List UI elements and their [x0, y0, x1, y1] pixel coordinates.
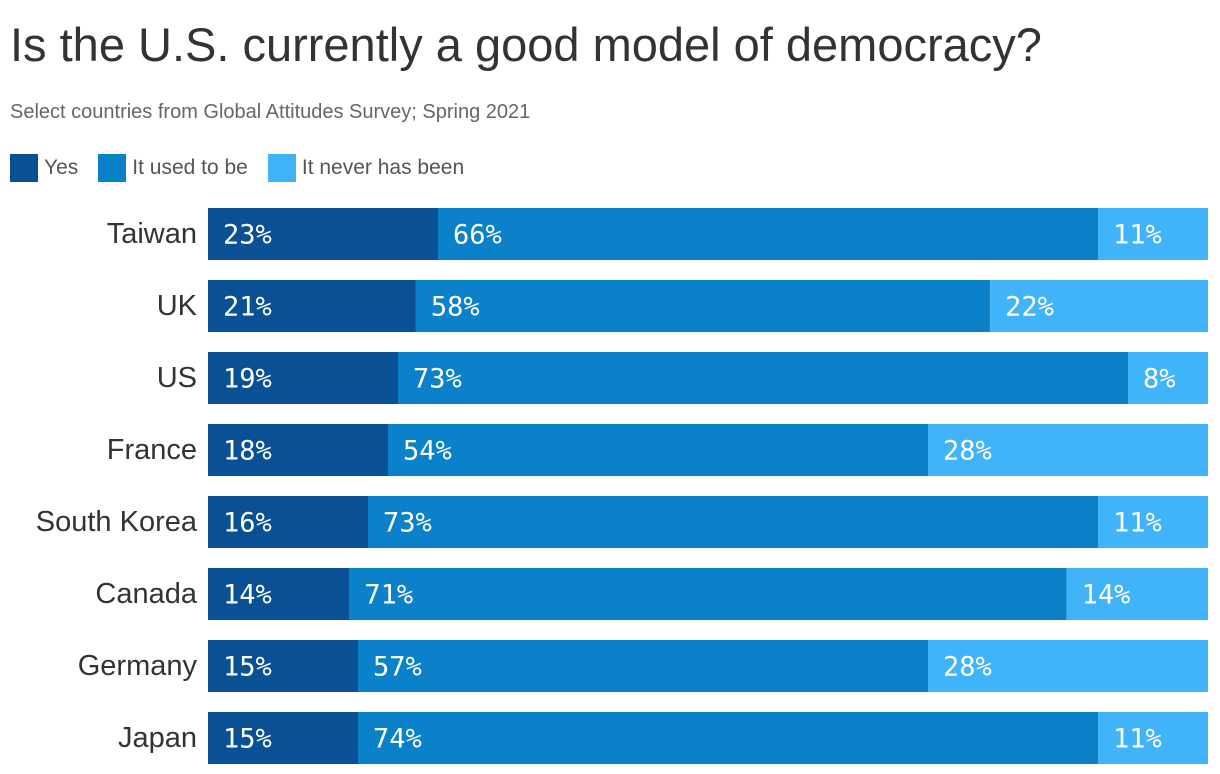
bar-taiwan-it-never-has-been	[1098, 208, 1208, 260]
legend-swatch-never-has-been	[267, 154, 296, 182]
bar-south-korea-yes	[208, 496, 368, 548]
bar-canada-it-never-has-been	[1066, 568, 1208, 620]
bar-row-germany: Germany 15% 57% 28%	[78, 640, 1208, 692]
bar-row-uk: UK 21% 58% 22%	[157, 280, 1208, 332]
legend: Yes It used to be It never has been	[10, 153, 484, 183]
bar-france-it-used-to-be	[388, 424, 928, 476]
category-label-japan: Japan	[118, 722, 197, 754]
bar-japan-it-used-to-be	[358, 712, 1098, 764]
bar-us-it-never-has-been	[1128, 352, 1208, 404]
category-label-germany: Germany	[78, 650, 198, 682]
legend-item-never-has-been: It never has been	[267, 154, 465, 182]
data-label-germany-yes: 15%	[223, 652, 272, 683]
data-label-south-korea-it-used-to-be: 73%	[383, 508, 432, 539]
data-label-japan-yes: 15%	[223, 724, 272, 755]
bar-row-us: US 19% 73% 8%	[157, 352, 1208, 404]
chart-subtitle: Select countries from Global Attitudes S…	[10, 101, 531, 123]
bar-france-yes	[208, 424, 388, 476]
legend-swatch-used-to-be	[98, 154, 127, 182]
bar-canada-it-used-to-be	[349, 568, 1067, 620]
legend-swatch-yes	[10, 154, 38, 182]
data-label-germany-it-never-has-been: 28%	[943, 652, 992, 683]
bar-uk-it-used-to-be	[415, 280, 991, 332]
legend-label-never-has-been: It never has been	[301, 156, 465, 179]
bar-canada-yes	[208, 568, 350, 620]
category-label-south-korea: South Korea	[36, 506, 198, 538]
bar-germany-it-never-has-been	[928, 640, 1208, 692]
bar-row-canada: Canada 14% 71% 14%	[95, 568, 1208, 620]
bar-taiwan-yes	[208, 208, 438, 260]
data-label-uk-yes: 21%	[223, 292, 272, 323]
bar-us-yes	[208, 352, 398, 404]
category-label-us: US	[157, 362, 197, 394]
legend-item-used-to-be: It used to be	[98, 154, 248, 182]
data-label-canada-it-used-to-be: 71%	[364, 580, 413, 611]
bar-taiwan-it-used-to-be	[438, 208, 1098, 260]
legend-label-yes: Yes	[44, 156, 79, 179]
data-label-canada-it-never-has-been: 14%	[1082, 580, 1131, 611]
bar-uk-it-never-has-been	[990, 280, 1208, 332]
legend-item-yes: Yes	[10, 154, 78, 182]
bar-us-it-used-to-be	[398, 352, 1128, 404]
data-label-canada-yes: 14%	[223, 580, 272, 611]
data-label-taiwan-yes: 23%	[223, 220, 272, 251]
bar-row-japan: Japan 15% 74% 11%	[118, 712, 1208, 764]
data-label-us-yes: 19%	[223, 364, 272, 395]
data-label-taiwan-it-used-to-be: 66%	[453, 220, 502, 251]
category-label-canada: Canada	[95, 578, 197, 610]
data-label-taiwan-it-never-has-been: 11%	[1113, 220, 1162, 251]
bar-south-korea-it-never-has-been	[1098, 496, 1208, 548]
data-label-france-it-never-has-been: 28%	[943, 436, 992, 467]
data-label-uk-it-used-to-be: 58%	[431, 292, 480, 323]
data-label-france-it-used-to-be: 54%	[403, 436, 452, 467]
bar-france-it-never-has-been	[928, 424, 1208, 476]
bar-row-france: France 18% 54% 28%	[107, 424, 1208, 476]
data-label-japan-it-used-to-be: 74%	[373, 724, 422, 755]
data-label-uk-it-never-has-been: 22%	[1005, 292, 1054, 323]
bar-germany-it-used-to-be	[358, 640, 928, 692]
category-label-taiwan: Taiwan	[107, 218, 197, 250]
bar-row-taiwan: Taiwan 23% 66% 11%	[107, 208, 1208, 260]
category-label-uk: UK	[157, 290, 198, 322]
data-label-us-it-used-to-be: 73%	[413, 364, 462, 395]
legend-label-used-to-be: It used to be	[132, 156, 248, 179]
category-label-france: France	[107, 434, 197, 466]
bar-row-south-korea: South Korea 16% 73% 11%	[36, 496, 1208, 548]
data-label-japan-it-never-has-been: 11%	[1113, 724, 1162, 755]
data-label-south-korea-it-never-has-been: 11%	[1113, 508, 1162, 539]
bar-germany-yes	[208, 640, 358, 692]
bar-south-korea-it-used-to-be	[368, 496, 1098, 548]
data-label-us-it-never-has-been: 8%	[1143, 364, 1176, 395]
data-label-south-korea-yes: 16%	[223, 508, 272, 539]
bar-japan-yes	[208, 712, 358, 764]
chart-title: Is the U.S. currently a good model of de…	[10, 18, 1042, 71]
bar-japan-it-never-has-been	[1098, 712, 1208, 764]
data-label-france-yes: 18%	[223, 436, 272, 467]
bar-uk-yes	[208, 280, 416, 332]
data-label-germany-it-used-to-be: 57%	[373, 652, 422, 683]
